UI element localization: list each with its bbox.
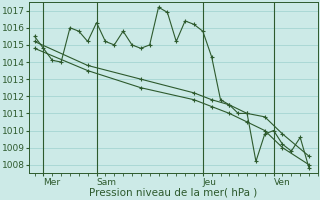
X-axis label: Pression niveau de la mer( hPa ): Pression niveau de la mer( hPa )	[90, 188, 258, 198]
